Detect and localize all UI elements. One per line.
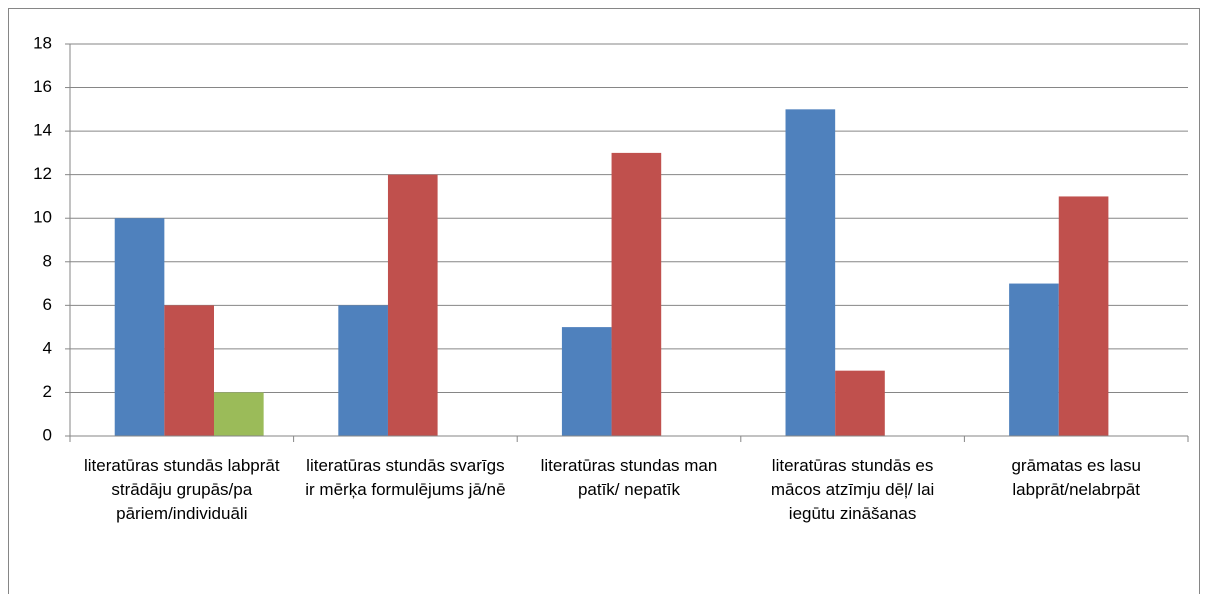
bar (164, 305, 214, 436)
bar (561, 327, 612, 436)
x-tick-label: literatūras stundās labprāt strādāju gru… (83, 456, 280, 523)
bar (338, 305, 388, 436)
y-tick-label: 10 (33, 208, 52, 227)
y-tick-label: 4 (43, 338, 52, 357)
y-tick-label: 0 (43, 425, 52, 444)
y-tick-label: 8 (43, 251, 52, 270)
bar (1009, 283, 1059, 436)
y-tick-label: 16 (33, 77, 52, 96)
x-tick-label: literatūras stundās es mācos atzīmju dēļ… (770, 456, 935, 523)
y-tick-label: 2 (43, 382, 52, 401)
bar (611, 152, 662, 436)
bar (835, 370, 885, 436)
bar (213, 392, 264, 436)
bar (785, 109, 836, 436)
bar (1058, 196, 1109, 436)
y-tick-label: 6 (43, 295, 52, 314)
bar (387, 174, 438, 436)
chart-border (8, 8, 1200, 594)
y-tick-label: 14 (33, 121, 52, 140)
bar (114, 218, 165, 436)
y-tick-label: 18 (33, 33, 52, 52)
x-tick-label: literatūras stundas man patīk/ nepatīk (540, 456, 718, 499)
x-tick-label: grāmatas es lasu labprāt/nelabrpāt (1011, 456, 1141, 499)
x-tick-label: literatūras stundās svarīgs ir mērķa for… (305, 456, 506, 499)
y-tick-label: 12 (33, 164, 52, 183)
